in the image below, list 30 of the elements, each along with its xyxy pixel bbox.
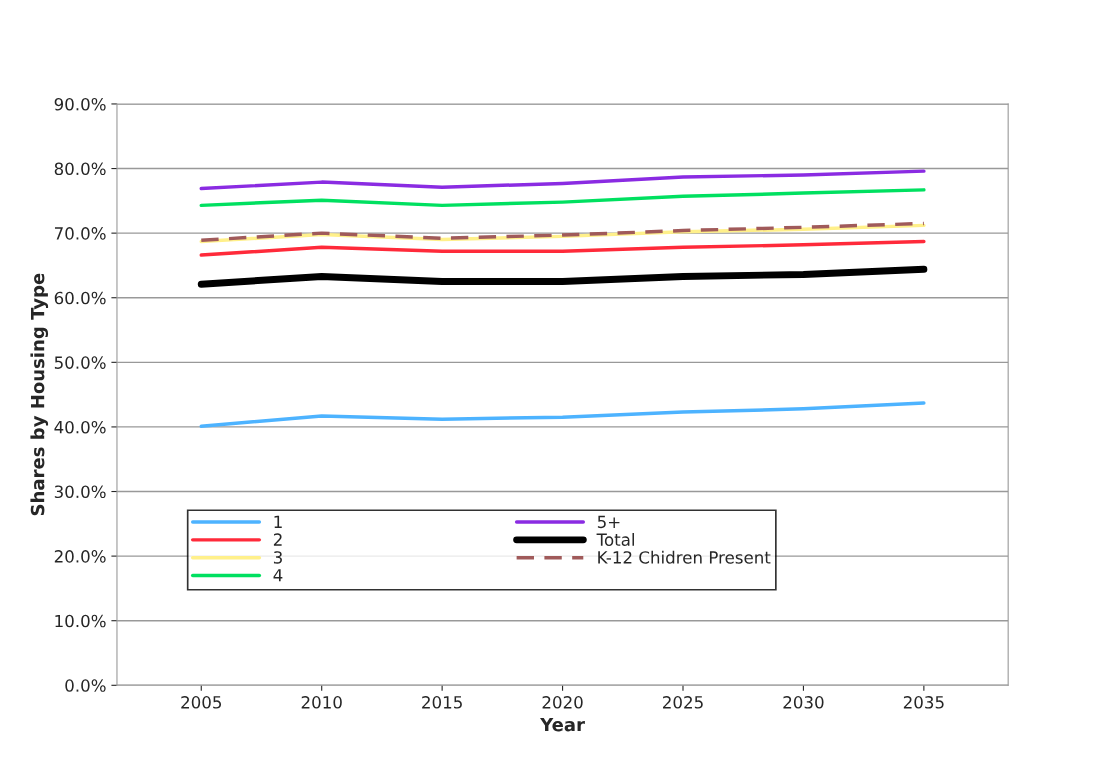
y-tick-label: 40.0% <box>54 420 106 434</box>
x-tick-label: 2030 <box>783 696 824 709</box>
legend-label: 3 <box>273 551 282 564</box>
x-axis-title: Year <box>540 717 585 732</box>
y-tick-label: 20.0% <box>54 550 106 563</box>
x-tick-label: 2035 <box>903 696 944 709</box>
y-tick-label: 80.0% <box>54 162 106 176</box>
x-tick-label: 2010 <box>301 696 342 709</box>
y-tick-label: 10.0% <box>55 614 106 628</box>
legend-label: K-12 Chidren Present <box>598 550 771 564</box>
legend-label: 1 <box>274 515 282 528</box>
x-tick-label: 2025 <box>663 696 703 709</box>
y-tick-label: 50.0% <box>54 356 106 369</box>
y-tick-label: 60.0% <box>54 291 106 305</box>
y-tick-label: 70.0% <box>54 227 106 240</box>
legend-label: Total <box>596 533 634 546</box>
y-tick-label: 30.0% <box>54 485 106 499</box>
line-series <box>199 188 926 208</box>
x-tick-label: 2020 <box>542 696 583 709</box>
line-series <box>199 169 926 191</box>
legend-label: 2 <box>273 533 282 546</box>
legend-label: 5+ <box>597 515 620 529</box>
legend-label: 4 <box>273 569 283 582</box>
x-tick-label: 2005 <box>181 696 222 709</box>
line-series <box>199 401 926 429</box>
y-tick-label: 0.0% <box>65 679 106 692</box>
y-tick-label: 90.0% <box>54 97 106 111</box>
y-axis-title: Shares by Housing Type <box>30 273 49 516</box>
line-series <box>199 239 926 257</box>
x-tick-label: 2015 <box>422 696 462 709</box>
